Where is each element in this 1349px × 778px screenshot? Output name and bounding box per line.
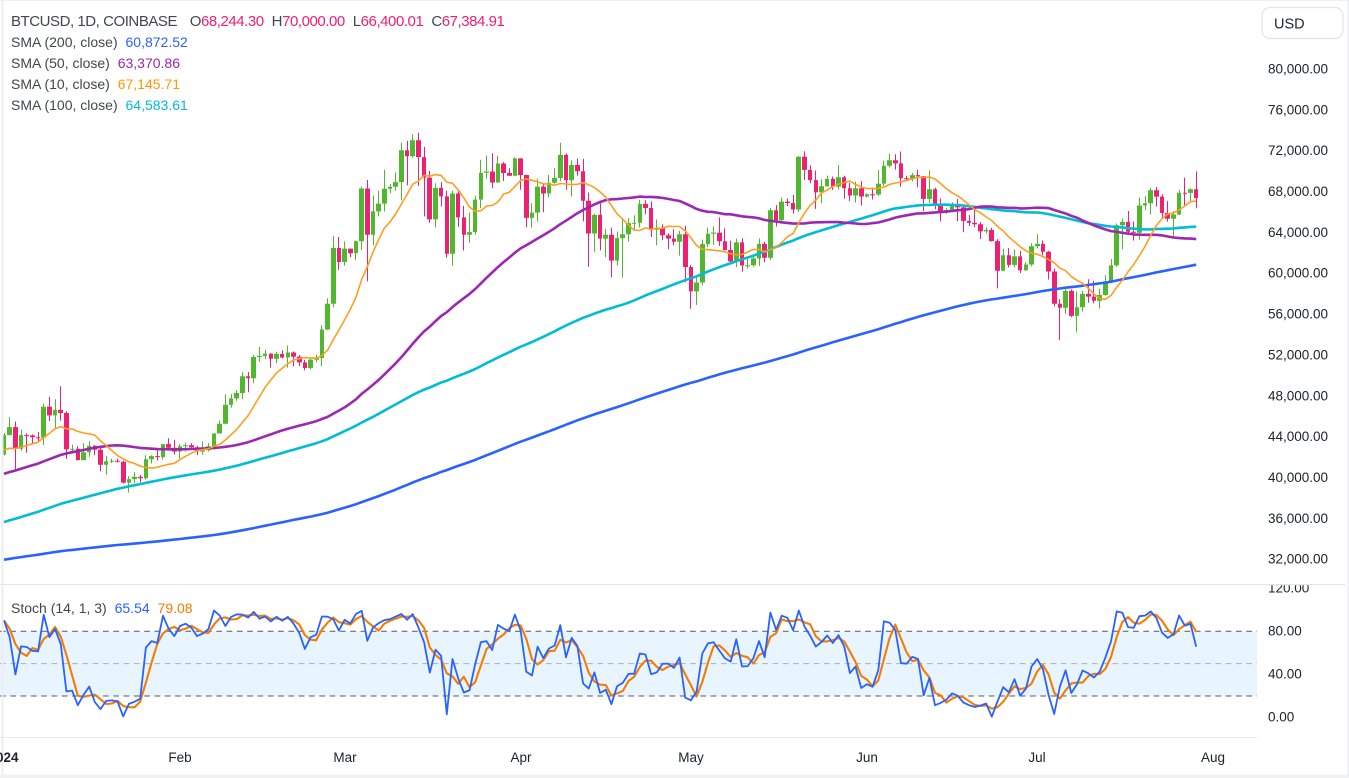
svg-text:BTCUSD, 1D, COINBASE O68,244.3: BTCUSD, 1D, COINBASE O68,244.30 H70,000.0… <box>11 13 505 30</box>
svg-text:44,000.00: 44,000.00 <box>1268 429 1328 444</box>
svg-text:40,000.00: 40,000.00 <box>1268 470 1328 485</box>
svg-text:Jun: Jun <box>856 750 878 765</box>
svg-text:72,000.00: 72,000.00 <box>1268 143 1328 158</box>
svg-text:36,000.00: 36,000.00 <box>1268 511 1328 526</box>
svg-text:Feb: Feb <box>168 750 191 765</box>
svg-text:Mar: Mar <box>333 750 357 765</box>
svg-text:32,000.00: 32,000.00 <box>1268 552 1328 567</box>
svg-text:80.00: 80.00 <box>1268 624 1302 639</box>
svg-text:40.00: 40.00 <box>1268 667 1302 682</box>
svg-text:SMA (50, close) 63,370.86: SMA (50, close) 63,370.86 <box>11 55 180 71</box>
svg-text:Apr: Apr <box>510 750 532 765</box>
svg-text:SMA (100, close) 64,583.61: SMA (100, close) 64,583.61 <box>11 97 188 113</box>
svg-text:56,000.00: 56,000.00 <box>1268 307 1328 322</box>
svg-text:0.00: 0.00 <box>1268 710 1294 725</box>
svg-text:60,000.00: 60,000.00 <box>1268 266 1328 281</box>
svg-text:USD: USD <box>1274 17 1305 33</box>
svg-text:SMA (10, close) 67,145.71: SMA (10, close) 67,145.71 <box>11 76 180 92</box>
svg-text:76,000.00: 76,000.00 <box>1268 102 1328 117</box>
svg-text:Aug: Aug <box>1201 750 1225 765</box>
svg-text:SMA (200, close) 60,872.52: SMA (200, close) 60,872.52 <box>11 34 188 50</box>
svg-text:68,000.00: 68,000.00 <box>1268 184 1328 199</box>
svg-text:48,000.00: 48,000.00 <box>1268 388 1328 403</box>
svg-text:80,000.00: 80,000.00 <box>1268 62 1328 77</box>
svg-text:52,000.00: 52,000.00 <box>1268 347 1328 362</box>
svg-text:Jul: Jul <box>1028 750 1045 765</box>
svg-text:Stoch (14, 1, 3) 65.54 79.08: Stoch (14, 1, 3) 65.54 79.08 <box>11 600 193 616</box>
svg-text:May: May <box>678 750 704 765</box>
svg-text:024: 024 <box>0 750 19 765</box>
svg-text:64,000.00: 64,000.00 <box>1268 225 1328 240</box>
svg-text:120.00: 120.00 <box>1268 580 1309 595</box>
